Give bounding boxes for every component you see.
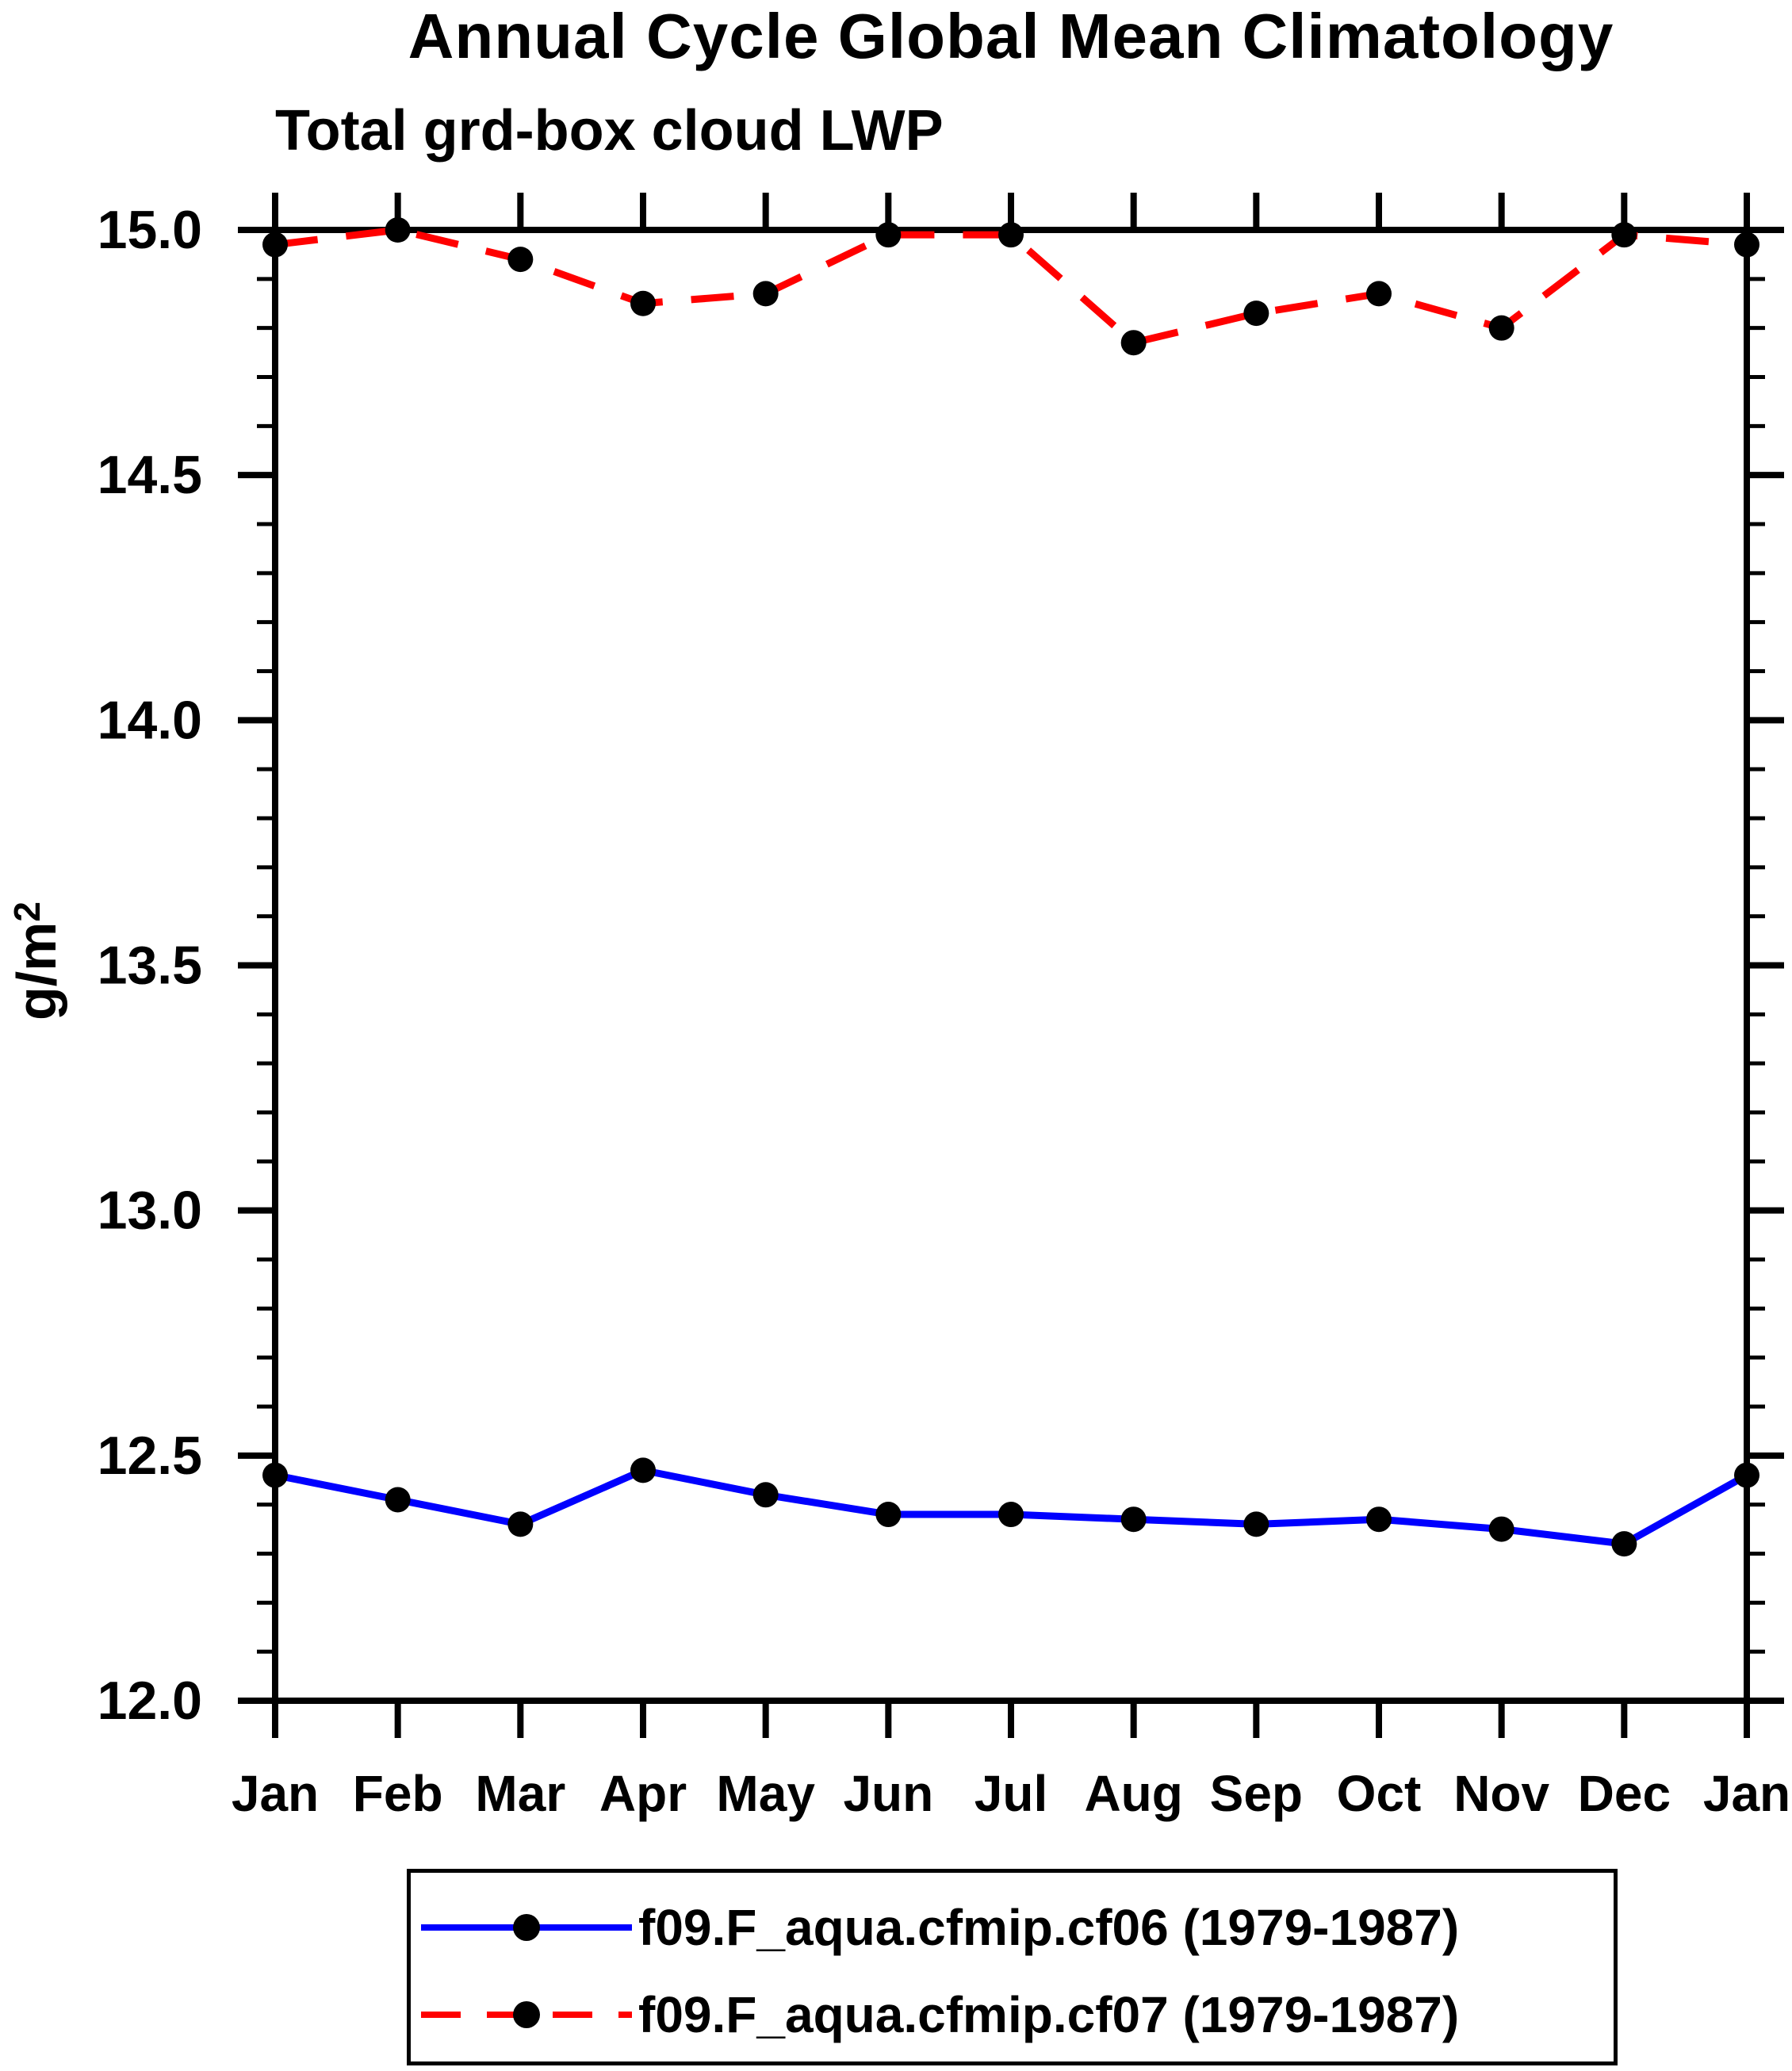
y-tick-label: 13.5: [98, 936, 202, 996]
legend-label: f09.F_aqua.cfmip.cf07 (1979-1987): [638, 1986, 1460, 2043]
data-point-marker: [1734, 232, 1759, 258]
chart-subtitle: Total grd-box cloud LWP: [275, 99, 944, 163]
y-tick-label: 14.5: [98, 445, 202, 505]
legend-line-sample: [421, 2001, 632, 2028]
x-tick-label: Jun: [843, 1765, 933, 1822]
x-tick-label: Feb: [353, 1765, 443, 1822]
legend-box: f09.F_aqua.cfmip.cf06 (1979-1987) f09.F_a…: [407, 1869, 1618, 2065]
legend-entry-cf07: f09.F_aqua.cfmip.cf07 (1979-1987): [419, 1975, 1459, 2054]
y-tick-label: 13.0: [98, 1181, 202, 1241]
y-tick-label: 12.0: [98, 1671, 202, 1731]
data-point-marker: [875, 1502, 902, 1528]
data-point-marker: [1611, 1531, 1637, 1557]
data-point-marker: [875, 222, 902, 248]
x-tick-label: Sep: [1210, 1765, 1303, 1822]
data-point-marker: [385, 217, 411, 243]
y-tick-label: 12.5: [98, 1426, 202, 1486]
x-tick-label: Dec: [1578, 1765, 1671, 1822]
legend-marker-dot: [513, 2001, 540, 2028]
x-tick-label: Apr: [599, 1765, 687, 1822]
data-point-marker: [998, 222, 1024, 248]
data-point-marker: [752, 1482, 779, 1508]
data-point-marker: [262, 232, 288, 258]
data-point-marker: [1488, 315, 1514, 341]
data-point-marker: [1243, 301, 1269, 327]
legend-entry-cf06: f09.F_aqua.cfmip.cf06 (1979-1987): [419, 1888, 1459, 1967]
legend-line-sample: [421, 1914, 632, 1941]
data-point-marker: [1734, 1462, 1759, 1488]
data-point-marker: [262, 1462, 288, 1488]
data-point-marker: [1120, 1506, 1147, 1533]
x-tick-label: Jan: [1703, 1765, 1790, 1822]
legend-label: f09.F_aqua.cfmip.cf06 (1979-1987): [638, 1899, 1460, 1956]
y-tick-label: 15.0: [98, 200, 202, 260]
data-point-marker: [507, 247, 534, 273]
x-tick-label: Mar: [475, 1765, 565, 1822]
y-tick-label: 14.0: [98, 690, 202, 750]
data-point-marker: [385, 1487, 411, 1513]
data-point-marker: [1611, 222, 1637, 248]
data-point-marker: [1488, 1516, 1514, 1542]
x-tick-label: Aug: [1084, 1765, 1182, 1822]
x-tick-label: May: [716, 1765, 815, 1822]
data-point-marker: [1120, 330, 1147, 356]
data-point-marker: [507, 1511, 534, 1537]
legend-marker-dot: [513, 1914, 540, 1941]
data-point-marker: [630, 290, 656, 316]
data-point-marker: [1366, 281, 1392, 307]
x-tick-label: Nov: [1453, 1765, 1549, 1822]
data-point-marker: [1366, 1506, 1392, 1533]
data-point-marker: [1243, 1511, 1269, 1537]
data-point-marker: [630, 1457, 656, 1483]
x-tick-label: Jan: [232, 1765, 319, 1822]
data-point-marker: [752, 281, 779, 307]
chart-title: Annual Cycle Global Mean Climatology: [408, 1, 1614, 71]
data-point-marker: [998, 1502, 1024, 1528]
x-tick-label: Jul: [974, 1765, 1047, 1822]
x-tick-label: Oct: [1337, 1765, 1422, 1822]
